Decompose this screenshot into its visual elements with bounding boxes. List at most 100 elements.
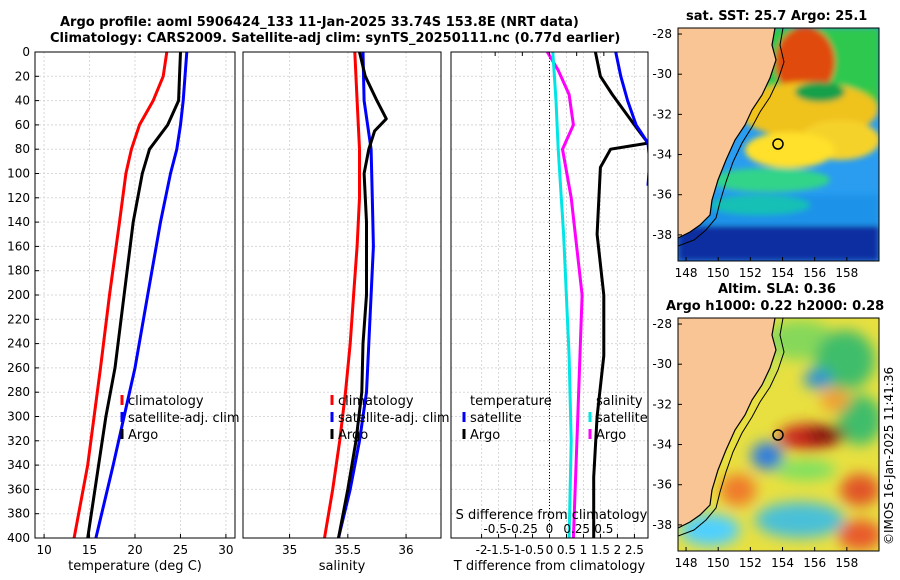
y-tick-label: 360 [7, 482, 30, 496]
differences-xlabel: T difference from climatology [453, 559, 646, 574]
map-x-tick-label: 158 [835, 266, 858, 280]
map-y-tick-label: -36 [652, 188, 672, 202]
map-y-tick-label: -28 [652, 317, 672, 331]
top-tick-label: 0.25 [563, 522, 590, 536]
map-x-tick-label: 150 [707, 266, 730, 280]
x-tick-label: 30 [218, 543, 233, 557]
legend-title-salinity: salinity [596, 394, 643, 409]
temperature-line-climatology [72, 52, 169, 538]
y-tick-label: 320 [7, 434, 30, 448]
sla-map: 148 150 152 154 156 158 -28 -30 -32 -34 -36 -38 [652, 317, 880, 570]
y-tick-label: 100 [7, 167, 30, 181]
y-tick-label: 280 [7, 385, 30, 399]
map-y-tick-label: -28 [652, 27, 672, 41]
legend-label: Argo [338, 428, 368, 443]
header-line-1: Argo profile: aoml 5906424_133 11-Jan-20… [60, 15, 579, 30]
top-tick-label: -0.25 [507, 522, 538, 536]
map-x-tick-label: 150 [707, 556, 730, 570]
salinity-line-climatology [323, 52, 361, 538]
y-tick-label: 220 [7, 312, 30, 326]
salinity-line-satellite-adj-clim [337, 52, 375, 538]
x-tick-label: 20 [127, 543, 142, 557]
y-tick-label: 340 [7, 458, 30, 472]
map-y-tick-label: -34 [652, 148, 672, 162]
top-tick-label: 0 [546, 522, 554, 536]
y-tick-label: 0 [22, 45, 30, 59]
legend-title-temperature: temperature [470, 394, 552, 409]
y-tick-label: 140 [7, 215, 30, 229]
salinity-series [323, 52, 388, 538]
y-tick-label: 40 [15, 94, 30, 108]
legend-label: Argo [470, 428, 500, 443]
sla-map-subtitle: Argo h1000: 0.22 h2000: 0.28 [666, 299, 885, 314]
salinity-panel: 35 35.5 36 salinity climatology satellite-adj… [242, 51, 450, 574]
credit-text: ©IMOS 16-Jan-2025 11:41:36 [882, 367, 896, 545]
y-tick-label: 380 [7, 507, 30, 521]
differences-line-argo-t [592, 52, 648, 538]
y-tick-label: 240 [7, 337, 30, 351]
y-tick-label: 260 [7, 361, 30, 375]
x-tick-label: 1.5 [591, 543, 610, 557]
map-x-tick-label: 158 [835, 556, 858, 570]
x-tick-label: 35 [282, 543, 297, 557]
top-tick-label: 0.5 [594, 522, 613, 536]
map-y-tick-label: -32 [652, 107, 672, 121]
legend-label: Argo [596, 428, 626, 443]
map-x-tick-label: 154 [771, 266, 794, 280]
differences-line-satellite-s [551, 52, 573, 538]
y-tick-label: 300 [7, 410, 30, 424]
sla-land [678, 318, 776, 528]
sst-map-title: sat. SST: 25.7 Argo: 25.1 [686, 9, 868, 24]
difference-panel: -2 -1.5 -1 -0.5 0 0.5 1 1.5 2 2.5T difference fro… [450, 51, 649, 574]
top-xlabel: S difference from climatology [456, 508, 648, 523]
x-tick-label: 2 [614, 543, 622, 557]
map-x-tick-label: 152 [739, 556, 762, 570]
y-tick-label: 180 [7, 264, 30, 278]
y-tick-label: 400 [7, 531, 30, 545]
temperature-xlabel: temperature (deg C) [68, 559, 202, 574]
temperature-series [72, 52, 189, 538]
map-x-tick-label: 152 [739, 266, 762, 280]
x-tick-label: 0 [546, 543, 554, 557]
y-tick-label: 80 [15, 142, 30, 156]
map-x-tick-label: 154 [771, 556, 794, 570]
temperature-line-argo [86, 52, 182, 538]
map-y-tick-label: -38 [652, 518, 672, 532]
differences-line-satellite-t [614, 52, 648, 186]
map-x-tick-label: 156 [803, 556, 826, 570]
sla-map-title: Altim. SLA: 0.36 [718, 282, 836, 297]
temperature-line-satellite-adj-clim [94, 52, 189, 538]
y-tick-label: 20 [15, 69, 30, 83]
map-x-tick-label: 148 [675, 266, 698, 280]
sla-float-marker [772, 429, 784, 441]
x-tick-label: 2.5 [625, 543, 644, 557]
sst-map: 148 150 152 154 156 158 -28 -30 -32 -34 -36 -38 [652, 27, 880, 280]
sla-coastline [678, 318, 777, 529]
temperature-panel: 10 15 20 25 30 temperature (deg C) 0 20 40 60 80 10… [7, 45, 240, 574]
x-tick-label: 1 [580, 543, 588, 557]
legend-label: Argo [128, 428, 158, 443]
top-tick-label: -0.5 [483, 522, 506, 536]
sst-float-marker [772, 138, 784, 150]
y-tick-label: 200 [7, 288, 30, 302]
differences-series [546, 52, 648, 538]
map-x-tick-label: 148 [675, 556, 698, 570]
x-tick-label: 10 [36, 543, 51, 557]
legend-label: satellite [596, 411, 648, 426]
x-tick-label: 0.5 [557, 543, 576, 557]
differences-line-argo-s [546, 52, 584, 538]
salinity-frame [242, 51, 442, 539]
sst-coastline [678, 28, 777, 239]
sla-field [680, 320, 879, 550]
legend-label: climatology [128, 394, 204, 409]
header-line-2: Climatology: CARS2009. Satellite-adj cli… [50, 31, 621, 46]
x-tick-label: 15 [82, 543, 97, 557]
x-tick-label: 35.5 [334, 543, 361, 557]
legend-label: satellite-adj. clim [338, 411, 450, 426]
legend-label: satellite-adj. clim [128, 411, 240, 426]
map-y-tick-label: -34 [652, 438, 672, 452]
map-y-tick-label: -30 [652, 67, 672, 81]
salinity-line-argo [337, 52, 388, 538]
salinity-xlabel: salinity [319, 559, 366, 574]
